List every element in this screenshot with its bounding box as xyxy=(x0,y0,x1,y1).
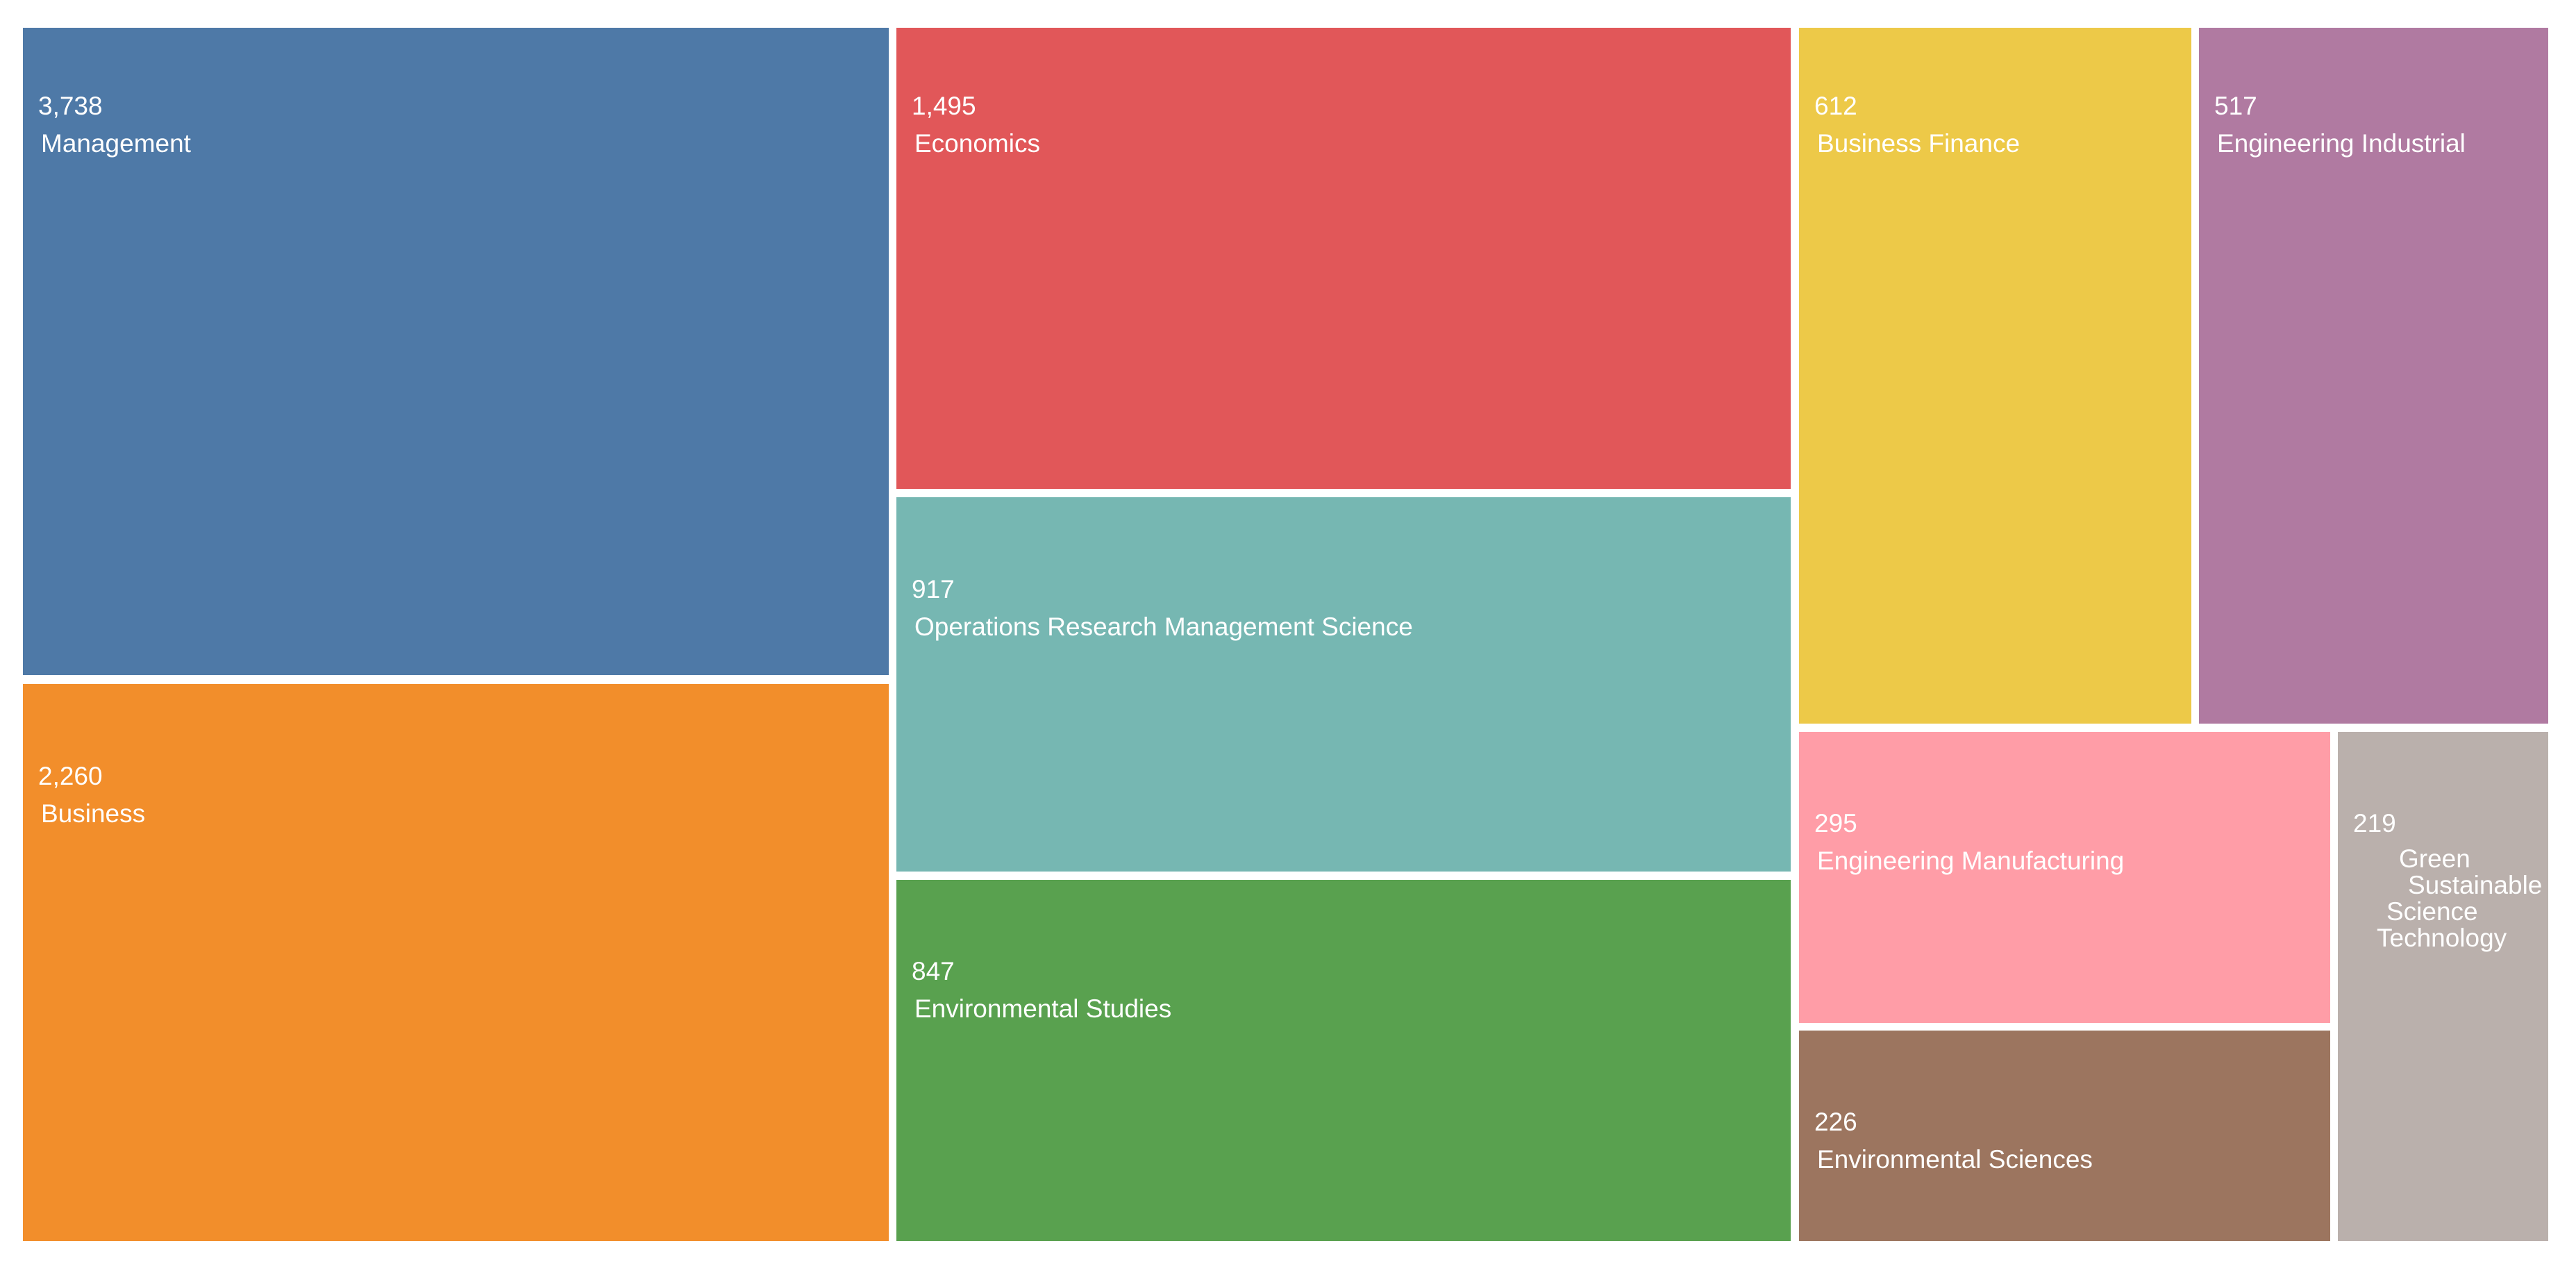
tile-value-environmental-studies: 847 xyxy=(912,957,955,985)
tile-label-green-sustainable-science-technology: Green Sustainable Science Technology xyxy=(2377,844,2543,952)
tile-engineering-industrial: 517 Engineering Industrial xyxy=(2199,28,2548,724)
tile-label-economics: Economics xyxy=(914,129,1040,158)
tile-label-business: Business xyxy=(41,799,146,828)
tile-label-environmental-sciences: Environmental Sciences xyxy=(1817,1145,2093,1174)
tile-value-engineering-manufacturing: 295 xyxy=(1814,809,1857,838)
tile-label-engineering-industrial: Engineering Industrial xyxy=(2217,129,2466,158)
tile-value-green-sustainable-science-technology: 219 xyxy=(2353,809,2396,838)
tile-value-management: 3,738 xyxy=(38,92,103,120)
tile-label-operations-research-management-science: Operations Research Management Science xyxy=(914,612,1413,641)
tile-environmental-studies: 847 Environmental Studies xyxy=(896,880,1791,1241)
tile-value-environmental-sciences: 226 xyxy=(1814,1108,1857,1136)
tile-label-business-finance: Business Finance xyxy=(1817,129,2021,158)
tile-value-business-finance: 612 xyxy=(1814,92,1857,120)
tile-value-operations-research-management-science: 917 xyxy=(912,575,955,603)
tile-environmental-sciences: 226 Environmental Sciences xyxy=(1799,1031,2330,1241)
tile-value-business: 2,260 xyxy=(38,762,103,790)
tile-label-engineering-manufacturing: Engineering Manufacturing xyxy=(1817,847,2125,875)
tile-economics: 1,495 Economics xyxy=(896,28,1791,489)
tile-green-sustainable-science-technology: 219 Green Sustainable Science Technology xyxy=(2338,732,2548,1241)
tile-label-management: Management xyxy=(41,129,191,158)
tile-value-economics: 1,495 xyxy=(912,92,976,120)
tile-engineering-manufacturing: 295 Engineering Manufacturing xyxy=(1799,732,2330,1023)
tile-business-finance: 612 Business Finance xyxy=(1799,28,2191,724)
tile-value-engineering-industrial: 517 xyxy=(2214,92,2257,120)
tile-label-environmental-studies: Environmental Studies xyxy=(914,994,1172,1023)
tile-operations-research-management-science: 917 Operations Research Management Scienc… xyxy=(896,497,1791,872)
tile-business: 2,260 Business xyxy=(23,684,889,1241)
tile-management: 3,738 Management xyxy=(23,28,889,675)
